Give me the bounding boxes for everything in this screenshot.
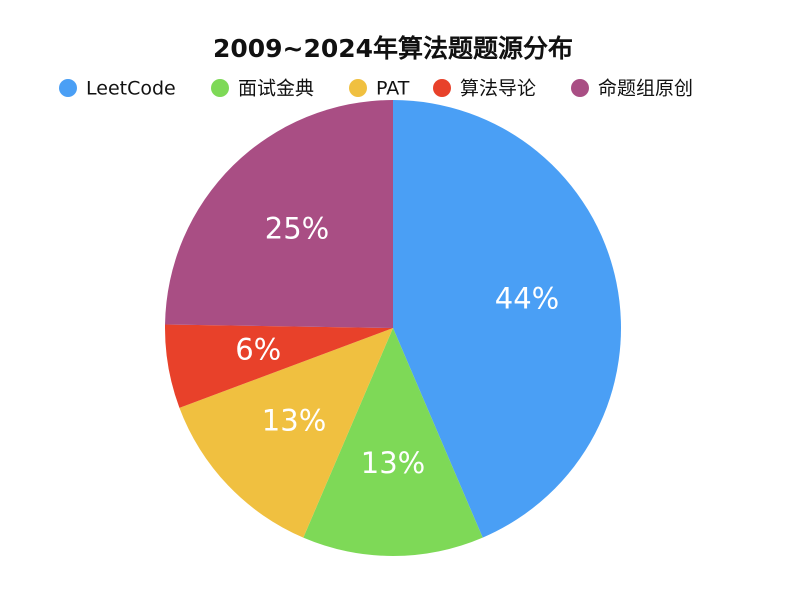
pie-slice [165,324,393,408]
value-label: 13% [361,446,425,480]
pie-slice [179,328,393,538]
legend-label: LeetCode [86,78,176,100]
legend-label: 算法导论 [460,78,536,100]
legend-marker [211,79,229,97]
pie-slice [393,100,621,538]
legend-marker [433,79,451,97]
legend-marker [349,79,367,97]
value-label: 25% [265,212,329,246]
pie-slice [303,328,483,556]
legend-label: PAT [376,78,410,100]
value-label: 44% [495,282,559,316]
legend-marker [571,79,589,97]
value-label: 13% [262,403,326,437]
legend-marker [59,79,77,97]
legend-label: 命题组原创 [598,78,693,100]
pie-slice [165,100,393,328]
legend-label: 面试金典 [238,78,314,100]
chart-title: 2009~2024年算法题题源分布 [213,34,573,63]
value-label: 6% [235,332,281,366]
